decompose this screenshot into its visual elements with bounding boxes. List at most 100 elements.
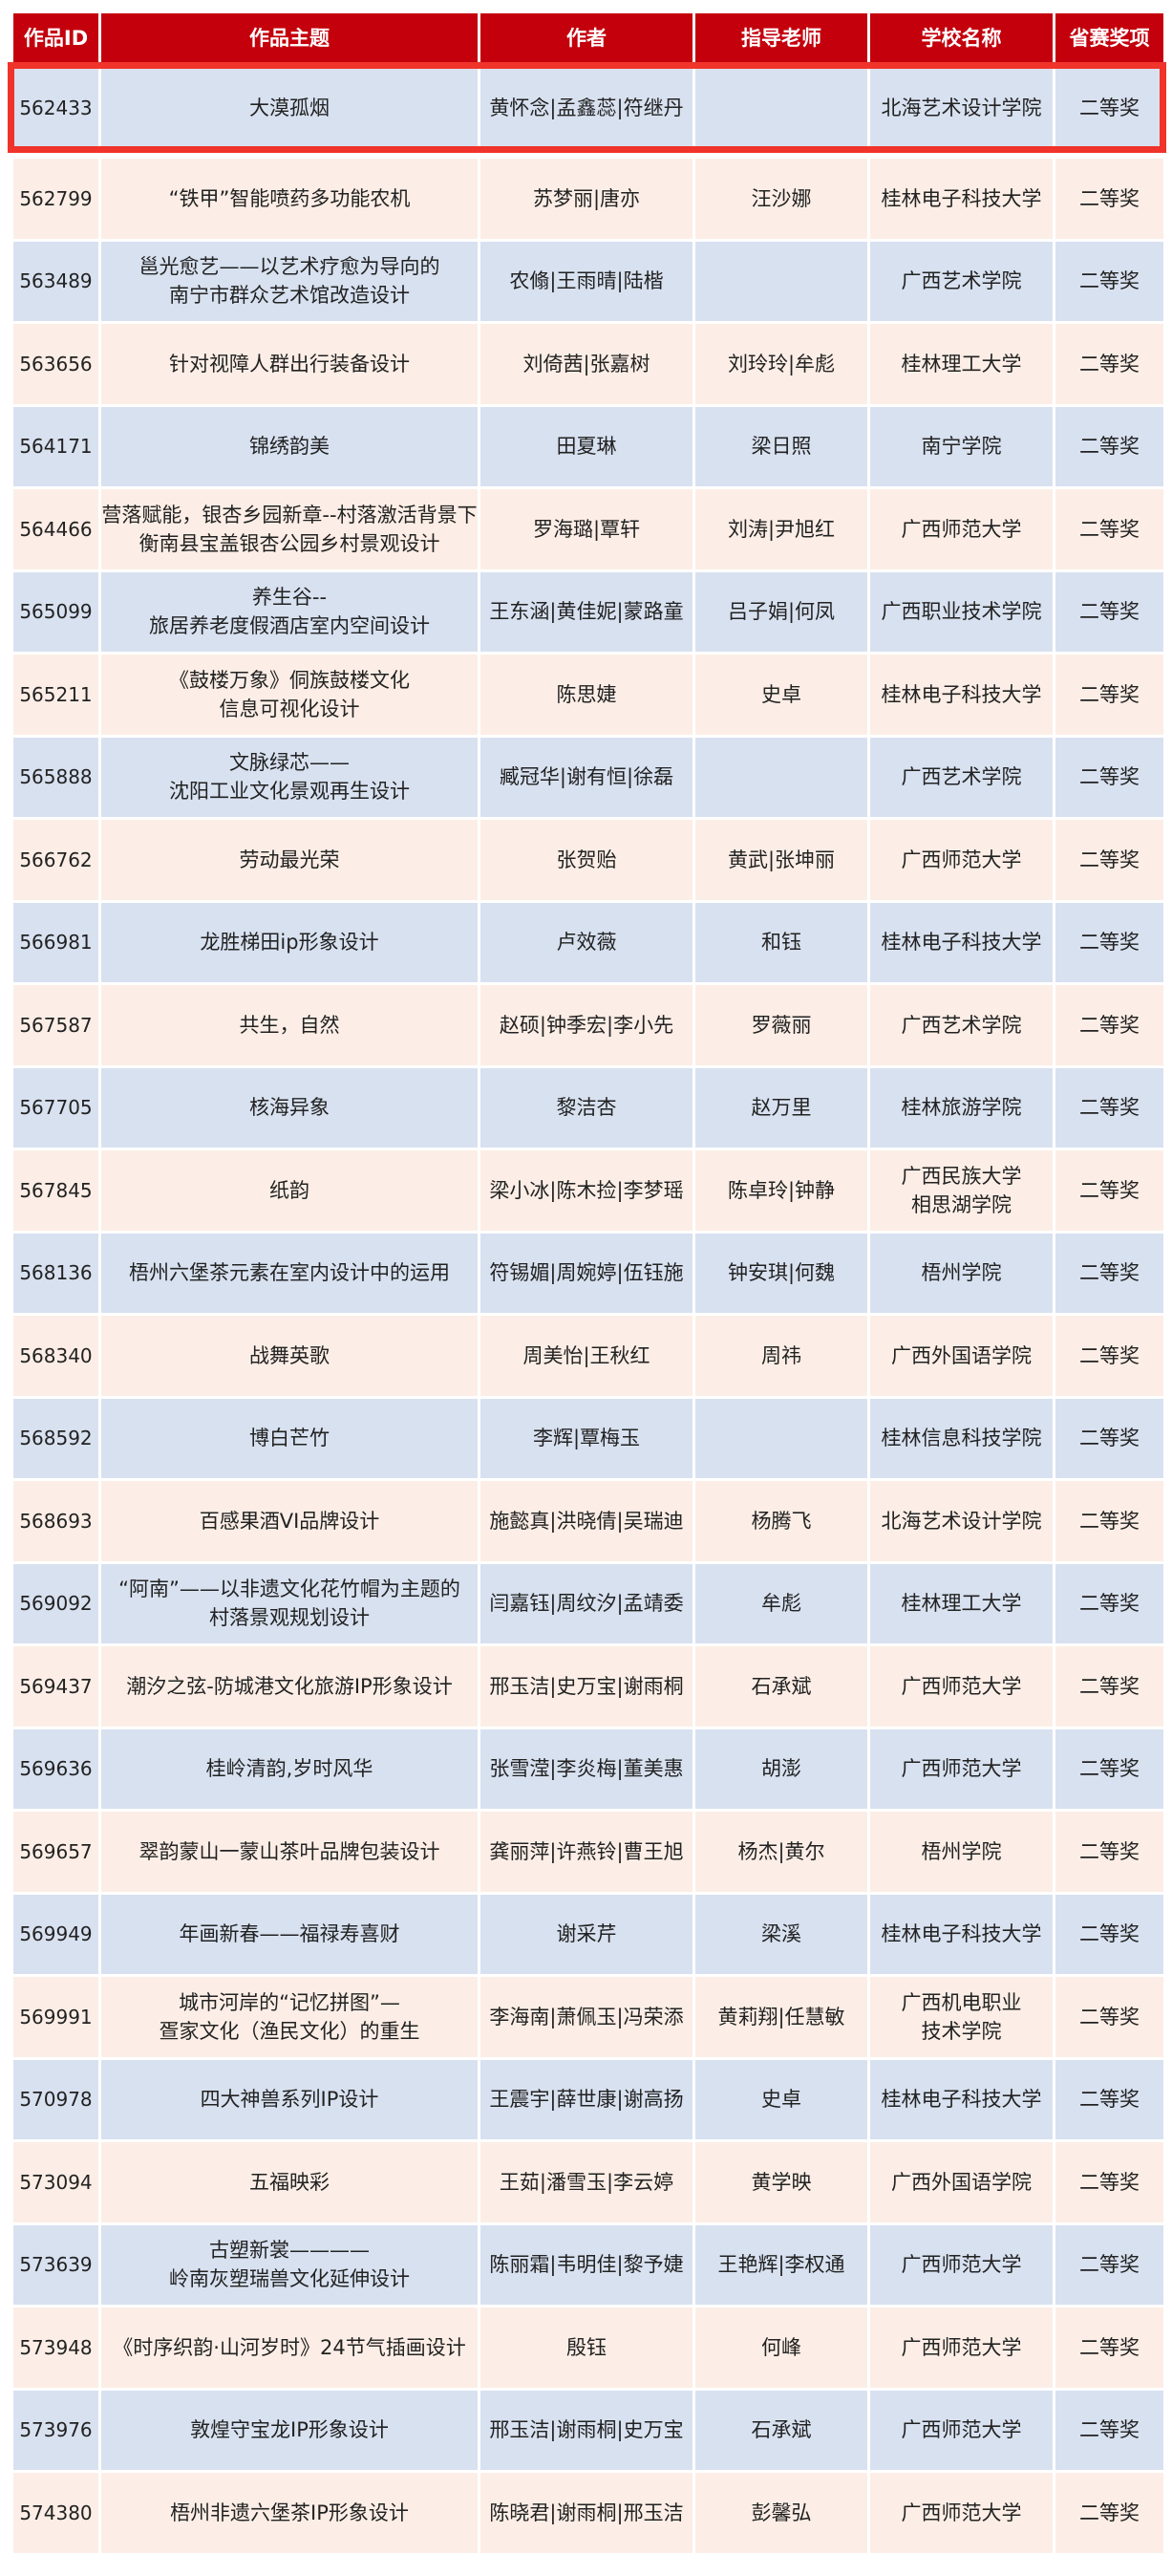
cell-title: 针对视障人群出行装备设计	[101, 324, 478, 404]
cell-authors: 黄怀念|孟鑫蕊|符继丹	[480, 68, 693, 148]
cell-id: 569657	[13, 1812, 98, 1892]
cell-authors: 施懿真|洪晓倩|吴瑞迪	[480, 1481, 693, 1561]
cell-award: 二等奖	[1055, 2142, 1163, 2222]
table-row: 568693 百感果酒VI品牌设计 施懿真|洪晓倩|吴瑞迪 杨腾飞 北海艺术设计学院 二等…	[13, 1481, 1163, 1561]
cell-award: 二等奖	[1055, 159, 1163, 239]
cell-id: 573094	[13, 2142, 98, 2222]
table-row: 570978 四大神兽系列IP设计 王震宇|薛世康|谢高扬 史卓 桂林电子科技大学 二等奖	[13, 2059, 1163, 2139]
cell-award: 二等奖	[1055, 1067, 1163, 1148]
cell-id: 566762	[13, 820, 98, 900]
cell-advisor: 刘涛|尹旭红	[695, 489, 867, 569]
cell-school: 桂林电子科技大学	[870, 2059, 1053, 2139]
cell-school: 桂林电子科技大学	[870, 159, 1053, 239]
cell-advisor: 汪沙娜	[695, 159, 867, 239]
cell-authors: 殷钰	[480, 2308, 693, 2388]
cell-school: 广西机电职业 技术学院	[870, 1977, 1053, 2057]
cell-title: 《时序织韵·山河岁时》24节气插画设计	[101, 2308, 478, 2388]
cell-school: 广西艺术学院	[870, 737, 1053, 817]
cell-title: 百感果酒VI品牌设计	[101, 1481, 478, 1561]
table-row-highlighted: 562433 大漠孤烟 黄怀念|孟鑫蕊|符继丹 北海艺术设计学院 二等奖	[8, 62, 1166, 153]
cell-authors: 陈丽霜|韦明佳|黎予婕	[480, 2224, 693, 2305]
table-row: 569092 “阿南”——以非遗文化花竹帽为主题的 村落景观规划设计 闫嘉钰|周纹汐…	[13, 1563, 1163, 1643]
cell-title: 翠韵蒙山一蒙山茶叶品牌包装设计	[101, 1812, 478, 1892]
cell-authors: 卢效薇	[480, 902, 693, 982]
cell-school: 广西师范大学	[870, 2473, 1053, 2553]
cell-school: 桂林信息科技学院	[870, 1398, 1053, 1478]
cell-advisor: 钟安琪|何魏	[695, 1233, 867, 1313]
table-row: 565211 《鼓楼万象》侗族鼓楼文化 信息可视化设计 陈思婕 史卓 桂林电子科技大学二…	[13, 655, 1163, 735]
cell-award: 二等奖	[1055, 1728, 1163, 1809]
header-school: 学校名称	[870, 13, 1053, 62]
cell-authors: 龚丽萍|许燕铃|曹王旭	[480, 1812, 693, 1892]
cell-authors: 赵硕|钟季宏|李小先	[480, 985, 693, 1065]
cell-title: 大漠孤烟	[101, 68, 478, 148]
cell-advisor: 黄学映	[695, 2142, 867, 2222]
cell-award: 二等奖	[1055, 2390, 1163, 2470]
cell-advisor: 黄莉翔|任慧敏	[695, 1977, 867, 2057]
cell-school: 广西师范大学	[870, 1646, 1053, 1727]
cell-title: 博白芒竹	[101, 1398, 478, 1478]
table-row: 568592 博白芒竹 李辉|覃梅玉 桂林信息科技学院 二等奖	[13, 1398, 1163, 1478]
table-row: 564171 锦绣韵美 田夏琳 梁日照 南宁学院 二等奖	[13, 406, 1163, 486]
cell-authors: 张贺贻	[480, 820, 693, 900]
cell-school: 北海艺术设计学院	[870, 1481, 1053, 1561]
cell-school: 南宁学院	[870, 406, 1053, 486]
cell-id: 568340	[13, 1316, 98, 1396]
table-header: 作品ID 作品主题 作者 指导老师 学校名称 省赛奖项	[13, 13, 1163, 62]
cell-school: 广西艺术学院	[870, 985, 1053, 1065]
cell-title: 古塑新裳———— 岭南灰塑瑞兽文化延伸设计	[101, 2224, 478, 2305]
cell-school: 广西师范大学	[870, 2224, 1053, 2305]
cell-award: 二等奖	[1055, 241, 1163, 321]
cell-id: 569949	[13, 1894, 98, 1974]
cell-award: 二等奖	[1055, 902, 1163, 982]
table-row: 569437 潮汐之弦-防城港文化旅游IP形象设计 邢玉洁|史万宝|谢雨桐 石承斌 广西…	[13, 1646, 1163, 1727]
cell-advisor: 和钰	[695, 902, 867, 982]
cell-advisor: 胡澎	[695, 1728, 867, 1809]
cell-school: 广西民族大学 相思湖学院	[870, 1150, 1053, 1231]
cell-award: 二等奖	[1055, 489, 1163, 569]
header-advisor: 指导老师	[695, 13, 867, 62]
cell-title: 潮汐之弦-防城港文化旅游IP形象设计	[101, 1646, 478, 1727]
table-row: 568340 战舞英歌 周美怡|王秋红 周祎 广西外国语学院 二等奖	[13, 1316, 1163, 1396]
table-row: 573976 敦煌守宝龙IP形象设计 邢玉洁|谢雨桐|史万宝 石承斌 广西师范大学 二等奖	[13, 2390, 1163, 2470]
cell-authors: 闫嘉钰|周纹汐|孟靖委	[480, 1563, 693, 1643]
cell-title: “铁甲”智能喷药多功能农机	[101, 159, 478, 239]
cell-title: 梧州六堡茶元素在室内设计中的运用	[101, 1233, 478, 1313]
table-row: 562799 “铁甲”智能喷药多功能农机 苏梦丽|唐亦 汪沙娜 桂林电子科技大学 二等奖	[13, 159, 1163, 239]
cell-id: 573948	[13, 2308, 98, 2388]
cell-authors: 周美怡|王秋红	[480, 1316, 693, 1396]
cell-id: 568136	[13, 1233, 98, 1313]
cell-advisor: 牟彪	[695, 1563, 867, 1643]
cell-advisor: 赵万里	[695, 1067, 867, 1148]
cell-advisor	[695, 241, 867, 321]
table-row: 566762 劳动最光荣 张贺贻 黄武|张坤丽 广西师范大学 二等奖	[13, 820, 1163, 900]
table-row: 569657 翠韵蒙山一蒙山茶叶品牌包装设计 龚丽萍|许燕铃|曹王旭 杨杰|黄尔 梧州学…	[13, 1812, 1163, 1892]
table-row: 569636 桂岭清韵,岁时风华 张雪滢|李炎梅|董美惠 胡澎 广西师范大学 二等奖	[13, 1728, 1163, 1809]
cell-id: 566981	[13, 902, 98, 982]
cell-id: 563489	[13, 241, 98, 321]
cell-award: 二等奖	[1055, 2473, 1163, 2553]
cell-advisor: 刘玲玲|牟彪	[695, 324, 867, 404]
cell-advisor: 王艳辉|李权通	[695, 2224, 867, 2305]
cell-award: 二等奖	[1055, 1481, 1163, 1561]
cell-id: 562433	[13, 68, 98, 148]
cell-award: 二等奖	[1055, 1398, 1163, 1478]
cell-title: 养生谷-- 旅居养老度假酒店室内空间设计	[101, 571, 478, 652]
header-award: 省赛奖项	[1055, 13, 1163, 62]
table-row: 565888 文脉绿芯—— 沈阳工业文化景观再生设计 臧冠华|谢有恒|徐磊 广西艺术学…	[13, 737, 1163, 817]
cell-school: 广西师范大学	[870, 2308, 1053, 2388]
cell-award: 二等奖	[1055, 1150, 1163, 1231]
cell-award: 二等奖	[1055, 655, 1163, 735]
cell-id: 565888	[13, 737, 98, 817]
cell-title: 年画新春——福禄寿喜财	[101, 1894, 478, 1974]
cell-advisor: 陈卓玲|钟静	[695, 1150, 867, 1231]
cell-award: 二等奖	[1055, 737, 1163, 817]
cell-authors: 田夏琳	[480, 406, 693, 486]
cell-authors: 王东涵|黄佳妮|蒙路童	[480, 571, 693, 652]
cell-advisor: 周祎	[695, 1316, 867, 1396]
table-row: 567845 纸韵 梁小冰|陈木捡|李梦瑶 陈卓玲|钟静 广西民族大学 相思湖学院 二等奖	[13, 1150, 1163, 1231]
cell-authors: 邢玉洁|谢雨桐|史万宝	[480, 2390, 693, 2470]
table-row: 563489 邕光愈艺——以艺术疗愈为导向的 南宁市群众艺术馆改造设计 农翛|王雨晴…	[13, 241, 1163, 321]
cell-school: 广西师范大学	[870, 1728, 1053, 1809]
cell-award: 二等奖	[1055, 324, 1163, 404]
